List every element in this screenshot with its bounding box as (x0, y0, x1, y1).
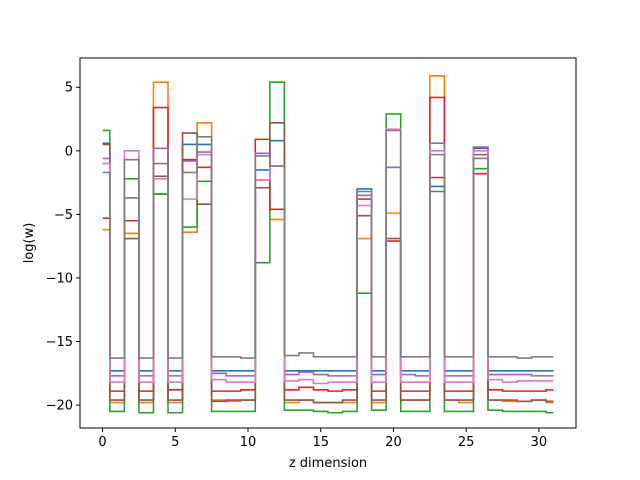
x-tick-label: 5 (171, 435, 179, 450)
x-tick-label: 25 (458, 435, 475, 450)
y-tick-label: −20 (46, 399, 73, 414)
series-layer (102, 75, 554, 414)
y-tick-label: −15 (46, 335, 73, 350)
x-tick-label: 20 (385, 435, 402, 450)
x-tick-label: 0 (98, 435, 106, 450)
y-axis: −20 −15 −10 −5 0 5 (46, 81, 80, 414)
y-tick-label: −5 (54, 208, 73, 223)
y-tick-label: −10 (46, 271, 73, 286)
x-tick-label: 30 (531, 435, 548, 450)
x-axis-label: z dimension (289, 456, 367, 471)
y-tick-label: 0 (65, 144, 73, 159)
x-tick-label: 15 (312, 435, 329, 450)
x-axis: 0 5 10 15 20 25 30 (98, 428, 547, 450)
y-tick-label: 5 (65, 81, 73, 96)
x-tick-label: 10 (240, 435, 257, 450)
axes-frame (79, 57, 577, 429)
y-axis-label: log(w) (22, 223, 37, 264)
series-line-8 (102, 129, 554, 359)
